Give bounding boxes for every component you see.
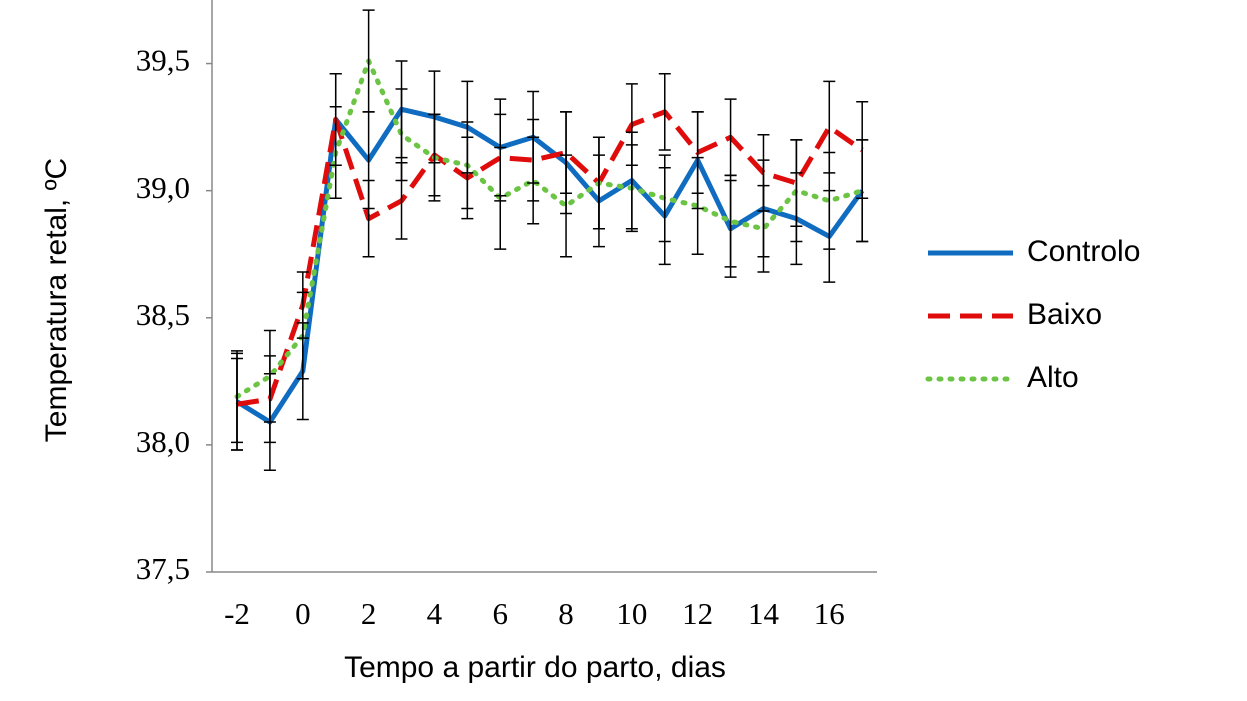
legend-label: Alto [1027, 361, 1079, 394]
error-bar [362, 9, 375, 113]
y-tick-label: 38,5 [136, 297, 190, 332]
error-bar [494, 146, 507, 250]
x-tick-label: 4 [427, 596, 443, 631]
x-tick-label: 12 [682, 596, 713, 631]
x-tick-label: 16 [814, 596, 845, 631]
error-bar [461, 121, 474, 210]
y-tick-label: 39,5 [136, 43, 190, 78]
error-bar [296, 291, 309, 380]
error-bar [560, 154, 573, 258]
error-bar [231, 350, 244, 444]
error-bar [790, 139, 803, 243]
x-tick-label: 6 [492, 596, 508, 631]
x-tick-label: 0 [295, 596, 311, 631]
error-bar [658, 154, 671, 243]
x-tick-label: -2 [224, 596, 250, 631]
x-tick-label: 2 [361, 596, 377, 631]
error-bar [395, 88, 408, 182]
error-bar [362, 179, 375, 258]
legend-label: Controlo [1027, 235, 1140, 268]
x-axis-title: Tempo a partir do parto, dias [344, 651, 726, 684]
y-tick-label: 37,5 [136, 551, 190, 586]
series-line [236, 109, 864, 407]
error-bar [428, 113, 441, 202]
y-tick-label: 39,0 [136, 170, 190, 205]
series-line [234, 58, 865, 400]
y-tick-label: 38,0 [136, 424, 190, 459]
y-axis-title: Temperatura retal, ºC [40, 158, 73, 442]
x-tick-label: 10 [616, 596, 647, 631]
error-bar [724, 174, 737, 268]
x-tick-label: 14 [748, 596, 780, 631]
error-bar [856, 139, 869, 243]
legend-label: Baixo [1027, 298, 1102, 331]
error-bar [527, 136, 540, 225]
error-bar [592, 136, 605, 230]
x-tick-label: 8 [558, 596, 574, 631]
error-bar [263, 329, 276, 423]
error-bar [691, 156, 704, 255]
error-bar [329, 106, 342, 200]
series-line [235, 106, 865, 425]
error-bar [658, 72, 671, 151]
error-bar [823, 151, 836, 250]
error-bar [625, 144, 638, 233]
error-bar [757, 184, 770, 273]
